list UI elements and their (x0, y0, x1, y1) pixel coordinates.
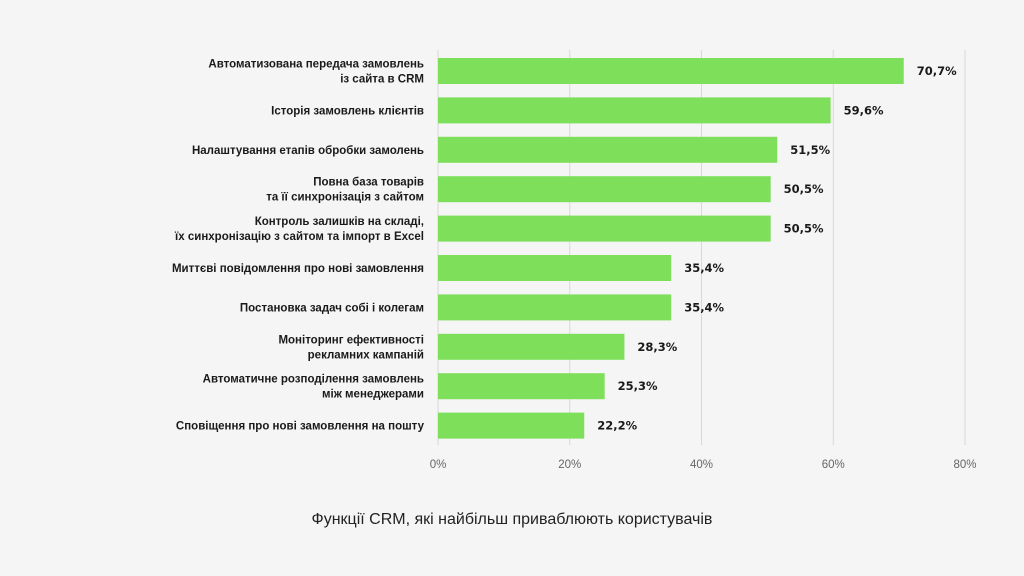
bar (438, 412, 585, 439)
value-label: 35,4% (684, 261, 724, 275)
category-label: Моніторинг ефективності рекламних кампані… (278, 334, 424, 361)
category-label: Автоматичне розподілення замовлень між ме… (203, 374, 424, 401)
value-label: 50,5% (784, 182, 824, 196)
category-label: Сповіщення про нові замовлення на пошту (176, 421, 425, 433)
category-label: Постановка задач собі і колегам (240, 302, 424, 314)
value-label: 59,6% (844, 103, 884, 117)
x-tick-label: 60% (822, 459, 845, 471)
value-label: 50,5% (784, 222, 824, 236)
x-tick-label: 40% (690, 459, 713, 471)
category-label: Автоматизована передача замовлень із сайт… (208, 59, 424, 86)
bar (438, 176, 771, 203)
value-label: 25,3% (618, 379, 658, 393)
category-label: Історія замовлень клієнтів (271, 105, 424, 117)
category-label: Повна база товарів та її синхронізація з … (266, 177, 424, 204)
value-label: 28,3% (637, 340, 677, 354)
value-label: 70,7% (917, 64, 957, 78)
value-label: 51,5% (790, 143, 830, 157)
bar (438, 136, 778, 163)
bar (438, 333, 625, 360)
bar (438, 97, 831, 124)
category-label: Контроль залишків на складі, їх синхроніз… (174, 216, 424, 243)
x-tick-label: 0% (430, 459, 447, 471)
x-tick-label: 80% (953, 459, 976, 471)
x-tick-label: 20% (558, 459, 581, 471)
bar (438, 255, 672, 281)
value-label: 35,4% (684, 300, 724, 314)
bar (438, 373, 605, 400)
category-label: Миттєві повідомлення про нові замовлення (172, 263, 424, 275)
chart-caption: Функції CRM, які найбільш приваблюють ко… (311, 511, 713, 528)
bar (438, 215, 771, 242)
bar (438, 58, 904, 84)
category-label: Налаштування етапів обробки замолень (192, 145, 424, 157)
value-label: 22,2% (597, 419, 637, 433)
bar (438, 294, 672, 321)
